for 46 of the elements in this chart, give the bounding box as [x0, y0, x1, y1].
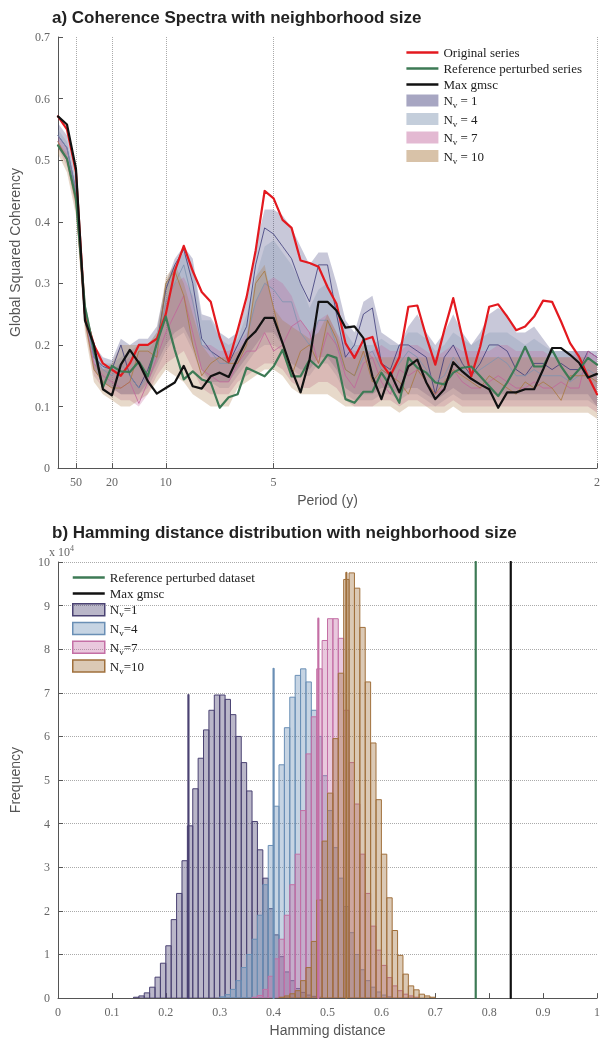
y-tick-label: 8: [44, 642, 50, 657]
y-tick-label: 0.2: [35, 337, 50, 352]
y-tick-label: 0.1: [35, 399, 50, 414]
x-tick-label: 20: [105, 475, 118, 490]
x-tick-label: 0.6: [373, 1005, 389, 1020]
y-tick-label: 2: [44, 903, 50, 918]
y-tick-label: 9: [44, 598, 50, 613]
x-tick-label: 0.7: [427, 1005, 443, 1020]
x-tick-label: 1: [594, 1005, 600, 1020]
x-tick-label: 0: [55, 1005, 61, 1020]
chart-title: b) Hamming distance distribution with neighborhood size: [52, 523, 517, 542]
x-tick-label: 0.4: [266, 1005, 282, 1020]
x-axis-title: Period (y): [297, 492, 358, 508]
y-tick-label: 10: [38, 555, 50, 569]
y-tick-label: 0.6: [35, 91, 50, 106]
y-tick-label: 0.4: [35, 214, 50, 229]
x-tick-label: 5: [270, 475, 277, 490]
legend-label: Max gmsc: [109, 586, 165, 601]
legend-label: Reference perturbed series: [443, 61, 583, 76]
x-tick-label: 0.5: [320, 1005, 335, 1020]
x-tick-label: 0.3: [212, 1005, 228, 1020]
chart-title: a) Coherence Spectra with neighborhood size: [52, 8, 422, 27]
x-tick-label: 0.9: [535, 1005, 551, 1020]
x-tick-label: 0.1: [104, 1005, 120, 1020]
y-axis-title: Global Squared Coherency: [7, 168, 23, 337]
x-tick-label: 10: [159, 475, 172, 490]
legend-label: Max gmsc: [443, 77, 499, 92]
x-tick-label: 0.8: [481, 1005, 497, 1020]
x-tick-label: 2: [594, 475, 600, 490]
y-tick-label: 7: [44, 685, 50, 700]
y-tick-label: 0.3: [35, 276, 50, 291]
x-tick-label: 0.2: [158, 1005, 174, 1020]
y-tick-label: 0: [44, 461, 50, 476]
y-tick-label: 6: [44, 729, 50, 744]
y-tick-label: 5: [44, 773, 50, 788]
legend-label: Reference perturbed dataset: [109, 570, 256, 585]
legend-label: Original series: [443, 45, 520, 60]
y-tick-label: 0.7: [35, 30, 50, 44]
y-tick-label: 3: [44, 860, 50, 875]
y-tick-label: 0: [44, 991, 50, 1006]
y-axis-title: Frequency: [7, 746, 23, 814]
x-tick-label: 50: [69, 475, 82, 490]
y-tick-label: 0.5: [35, 153, 50, 168]
y-tick-label: 1: [44, 947, 50, 962]
y-tick-label: 4: [44, 816, 50, 831]
x-axis-title: Hamming distance: [269, 1022, 386, 1038]
